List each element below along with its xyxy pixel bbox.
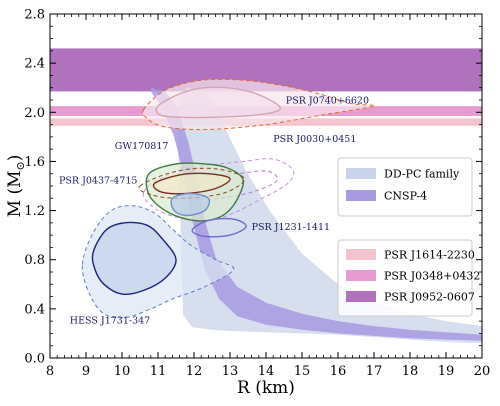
x-tick-label: 9 [82,364,90,379]
contour-psr-j0437-4715-68 [170,192,211,217]
x-tick-label: 16 [330,364,347,379]
annotation-hess-j1731-347: HESS J1731-347 [70,316,150,327]
contour-hess-j1731-347-68 [91,221,177,296]
legend-label-cnsp-4: CNSP-4 [384,190,427,203]
contour-psr-j1231-1411-68 [191,217,247,238]
contour-gw170817-68 [152,172,231,195]
x-tick-label: 19 [438,364,455,379]
y-tick-label: 2.0 [24,106,45,121]
plot-area [50,48,482,344]
legend-label-psr-j1614-2230: PSR J1614-2230 [384,249,475,262]
x-tick-label: 17 [366,364,383,379]
axis-tick-labels: 8 9 10 11 12 13 14 15 16 17 18 19 20 0.0 0.4 0.8 1.2 1.6 2… [24,8,490,380]
y-tick-label: 0.0 [24,352,45,367]
x-tick-label: 14 [258,364,275,379]
annotations: PSR J0740+6620 GW170817 PSR J0030+0451 PSR … [59,96,369,327]
y-axis-title-end: ) [5,155,25,162]
legend-mass-bands: PSR J1614-2230 PSR J0348+0432 PSR J0952-06… [337,239,480,317]
x-tick-label: 20 [474,364,491,379]
x-tick-label: 8 [46,364,54,379]
annotation-psr-j0740-6620: PSR J0740+6620 [286,96,369,107]
y-tick-label: 2.4 [24,57,45,72]
x-tick-label: 10 [114,364,131,379]
y-axis-title-main: M (M [5,171,25,218]
y-tick-label: 1.2 [24,204,45,219]
legend-label-dd-pc-family: DD-PC family [384,168,460,181]
y-tick-label: 0.4 [24,302,45,317]
y-tick-label: 0.8 [24,253,45,268]
eos-region-dd-pc-family [177,87,482,344]
eos-regions [150,87,482,344]
y-tick-label: 2.8 [24,8,45,23]
legend-label-psr-j0952-0607: PSR J0952-0607 [384,291,475,304]
y-axis-title: M (M⊙) [5,155,27,218]
y-axis-title-sub: ⊙ [14,161,27,170]
contour-gw170817-95 [138,167,245,199]
constraint-contours [81,78,376,319]
axis-ticks [49,13,483,359]
contour-psr-j0740-6620-95 [141,78,376,131]
x-tick-label: 13 [222,364,239,379]
legend-swatch-dd-pc-family [346,168,376,179]
annotation-psr-j0030-0451: PSR J0030+0451 [273,134,356,145]
annotation-gw170817: GW170817 [115,141,169,152]
legend-swatch-psr-j0952-0607 [346,291,376,302]
y-tick-label: 1.6 [24,155,45,170]
legend-swatch-psr-j0348-0432 [346,270,376,281]
annotation-psr-j0437-4715: PSR J0437-4715 [59,176,137,187]
legend-eos: DD-PC family CNSP-4 [337,157,473,217]
legend-label-psr-j0348-0432: PSR J0348+0432 [384,270,480,283]
x-tick-label: 12 [186,364,203,379]
legend-swatch-psr-j1614-2230 [346,249,376,260]
x-tick-label: 18 [402,364,419,379]
x-tick-label: 15 [294,364,311,379]
x-axis-title: R (km) [237,378,295,398]
x-tick-label: 11 [150,364,167,379]
legend-swatch-cnsp-4 [346,190,376,201]
annotation-psr-j1231-1411: PSR J1231-1411 [252,222,330,233]
